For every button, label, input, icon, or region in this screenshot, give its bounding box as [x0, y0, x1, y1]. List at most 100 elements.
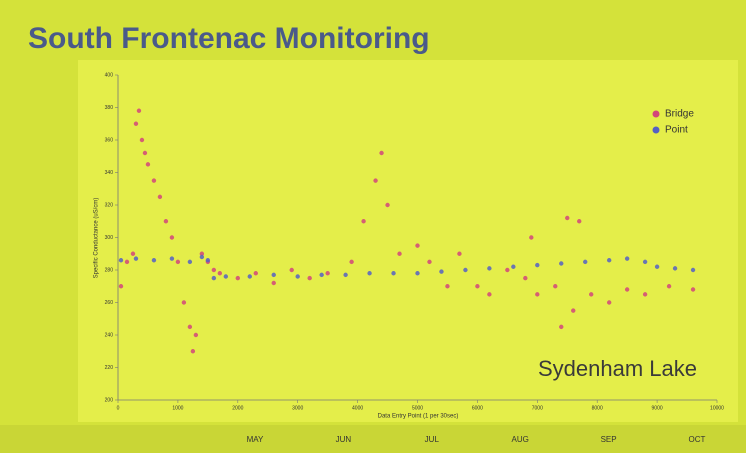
point — [223, 274, 229, 279]
point — [487, 266, 492, 271]
y-tick-label: 240 — [105, 332, 114, 338]
point — [642, 259, 648, 265]
point — [427, 259, 432, 265]
x-tick-label: 8000 — [592, 405, 603, 411]
point — [169, 235, 175, 240]
point — [343, 272, 348, 278]
point — [606, 258, 612, 263]
point — [487, 292, 492, 297]
point — [457, 251, 462, 256]
point — [529, 235, 534, 240]
point — [187, 324, 193, 330]
point — [118, 284, 124, 289]
point — [235, 275, 240, 281]
point — [151, 258, 157, 263]
x-axis-label: Data Entry Point (1 per 30sec) — [378, 414, 459, 420]
point — [577, 219, 582, 224]
point — [397, 251, 402, 256]
point — [175, 259, 181, 265]
point — [193, 332, 199, 338]
point — [391, 271, 396, 276]
point — [373, 178, 378, 183]
month-label: JUL — [425, 435, 440, 444]
point — [475, 284, 480, 289]
month-label: OCT — [689, 435, 706, 444]
point — [553, 284, 558, 289]
y-tick-label: 280 — [105, 267, 114, 273]
point — [583, 259, 588, 265]
point — [624, 256, 630, 261]
point — [559, 324, 564, 330]
point — [151, 178, 157, 183]
point — [136, 108, 142, 113]
point — [666, 284, 672, 289]
x-tick-label: 6000 — [472, 405, 483, 411]
point — [163, 219, 169, 224]
point — [307, 275, 312, 281]
point — [672, 266, 678, 271]
point — [247, 274, 252, 279]
legend-marker — [652, 110, 660, 118]
x-tick-label: 2000 — [232, 405, 243, 411]
point — [271, 272, 276, 278]
x-tick-label: 0 — [117, 405, 120, 411]
point — [385, 202, 390, 208]
point — [535, 292, 540, 297]
point — [439, 269, 444, 274]
point — [559, 261, 564, 266]
point — [145, 162, 151, 167]
point — [415, 271, 420, 276]
point — [139, 137, 145, 143]
point — [367, 271, 372, 276]
point — [511, 264, 516, 269]
point — [535, 262, 540, 268]
point — [169, 256, 175, 261]
point — [187, 259, 193, 265]
point — [253, 271, 258, 276]
x-tick-label: 9000 — [652, 405, 663, 411]
point — [523, 275, 528, 281]
point — [325, 271, 330, 276]
y-tick-label: 260 — [105, 300, 114, 306]
point — [319, 272, 324, 278]
point — [463, 267, 468, 273]
annotation: Sydenham Lake — [538, 356, 697, 381]
point — [124, 259, 130, 265]
chart-title: South Frontenac Monitoring — [28, 22, 430, 55]
y-tick-label: 380 — [105, 105, 114, 111]
point — [690, 267, 696, 273]
point — [289, 267, 294, 273]
point — [217, 271, 223, 276]
point — [190, 349, 196, 354]
y-tick-label: 340 — [105, 170, 114, 176]
y-tick-label: 400 — [105, 72, 114, 78]
y-tick-label: 300 — [105, 235, 114, 241]
y-tick-label: 360 — [105, 137, 114, 143]
point — [642, 292, 648, 297]
point — [142, 150, 148, 156]
x-tick-label: 1000 — [172, 405, 183, 411]
point — [690, 287, 696, 292]
point — [130, 251, 136, 256]
point — [349, 259, 354, 265]
x-tick-label: 3000 — [292, 405, 303, 411]
y-tick-label: 200 — [105, 397, 114, 403]
x-tick-label: 7000 — [532, 405, 543, 411]
month-label: MAY — [247, 435, 264, 444]
point — [199, 251, 205, 256]
point — [181, 300, 187, 305]
point — [157, 194, 163, 200]
point — [211, 275, 217, 281]
point — [571, 308, 576, 313]
chart-area — [78, 60, 738, 422]
legend-label: Point — [665, 125, 688, 136]
y-tick-label: 320 — [105, 202, 114, 208]
x-tick-label: 5000 — [412, 405, 423, 411]
month-label: SEP — [601, 435, 617, 444]
point — [606, 300, 612, 305]
point — [133, 256, 139, 261]
point — [445, 284, 450, 289]
point — [505, 267, 510, 273]
point — [271, 280, 276, 286]
point — [211, 267, 217, 273]
